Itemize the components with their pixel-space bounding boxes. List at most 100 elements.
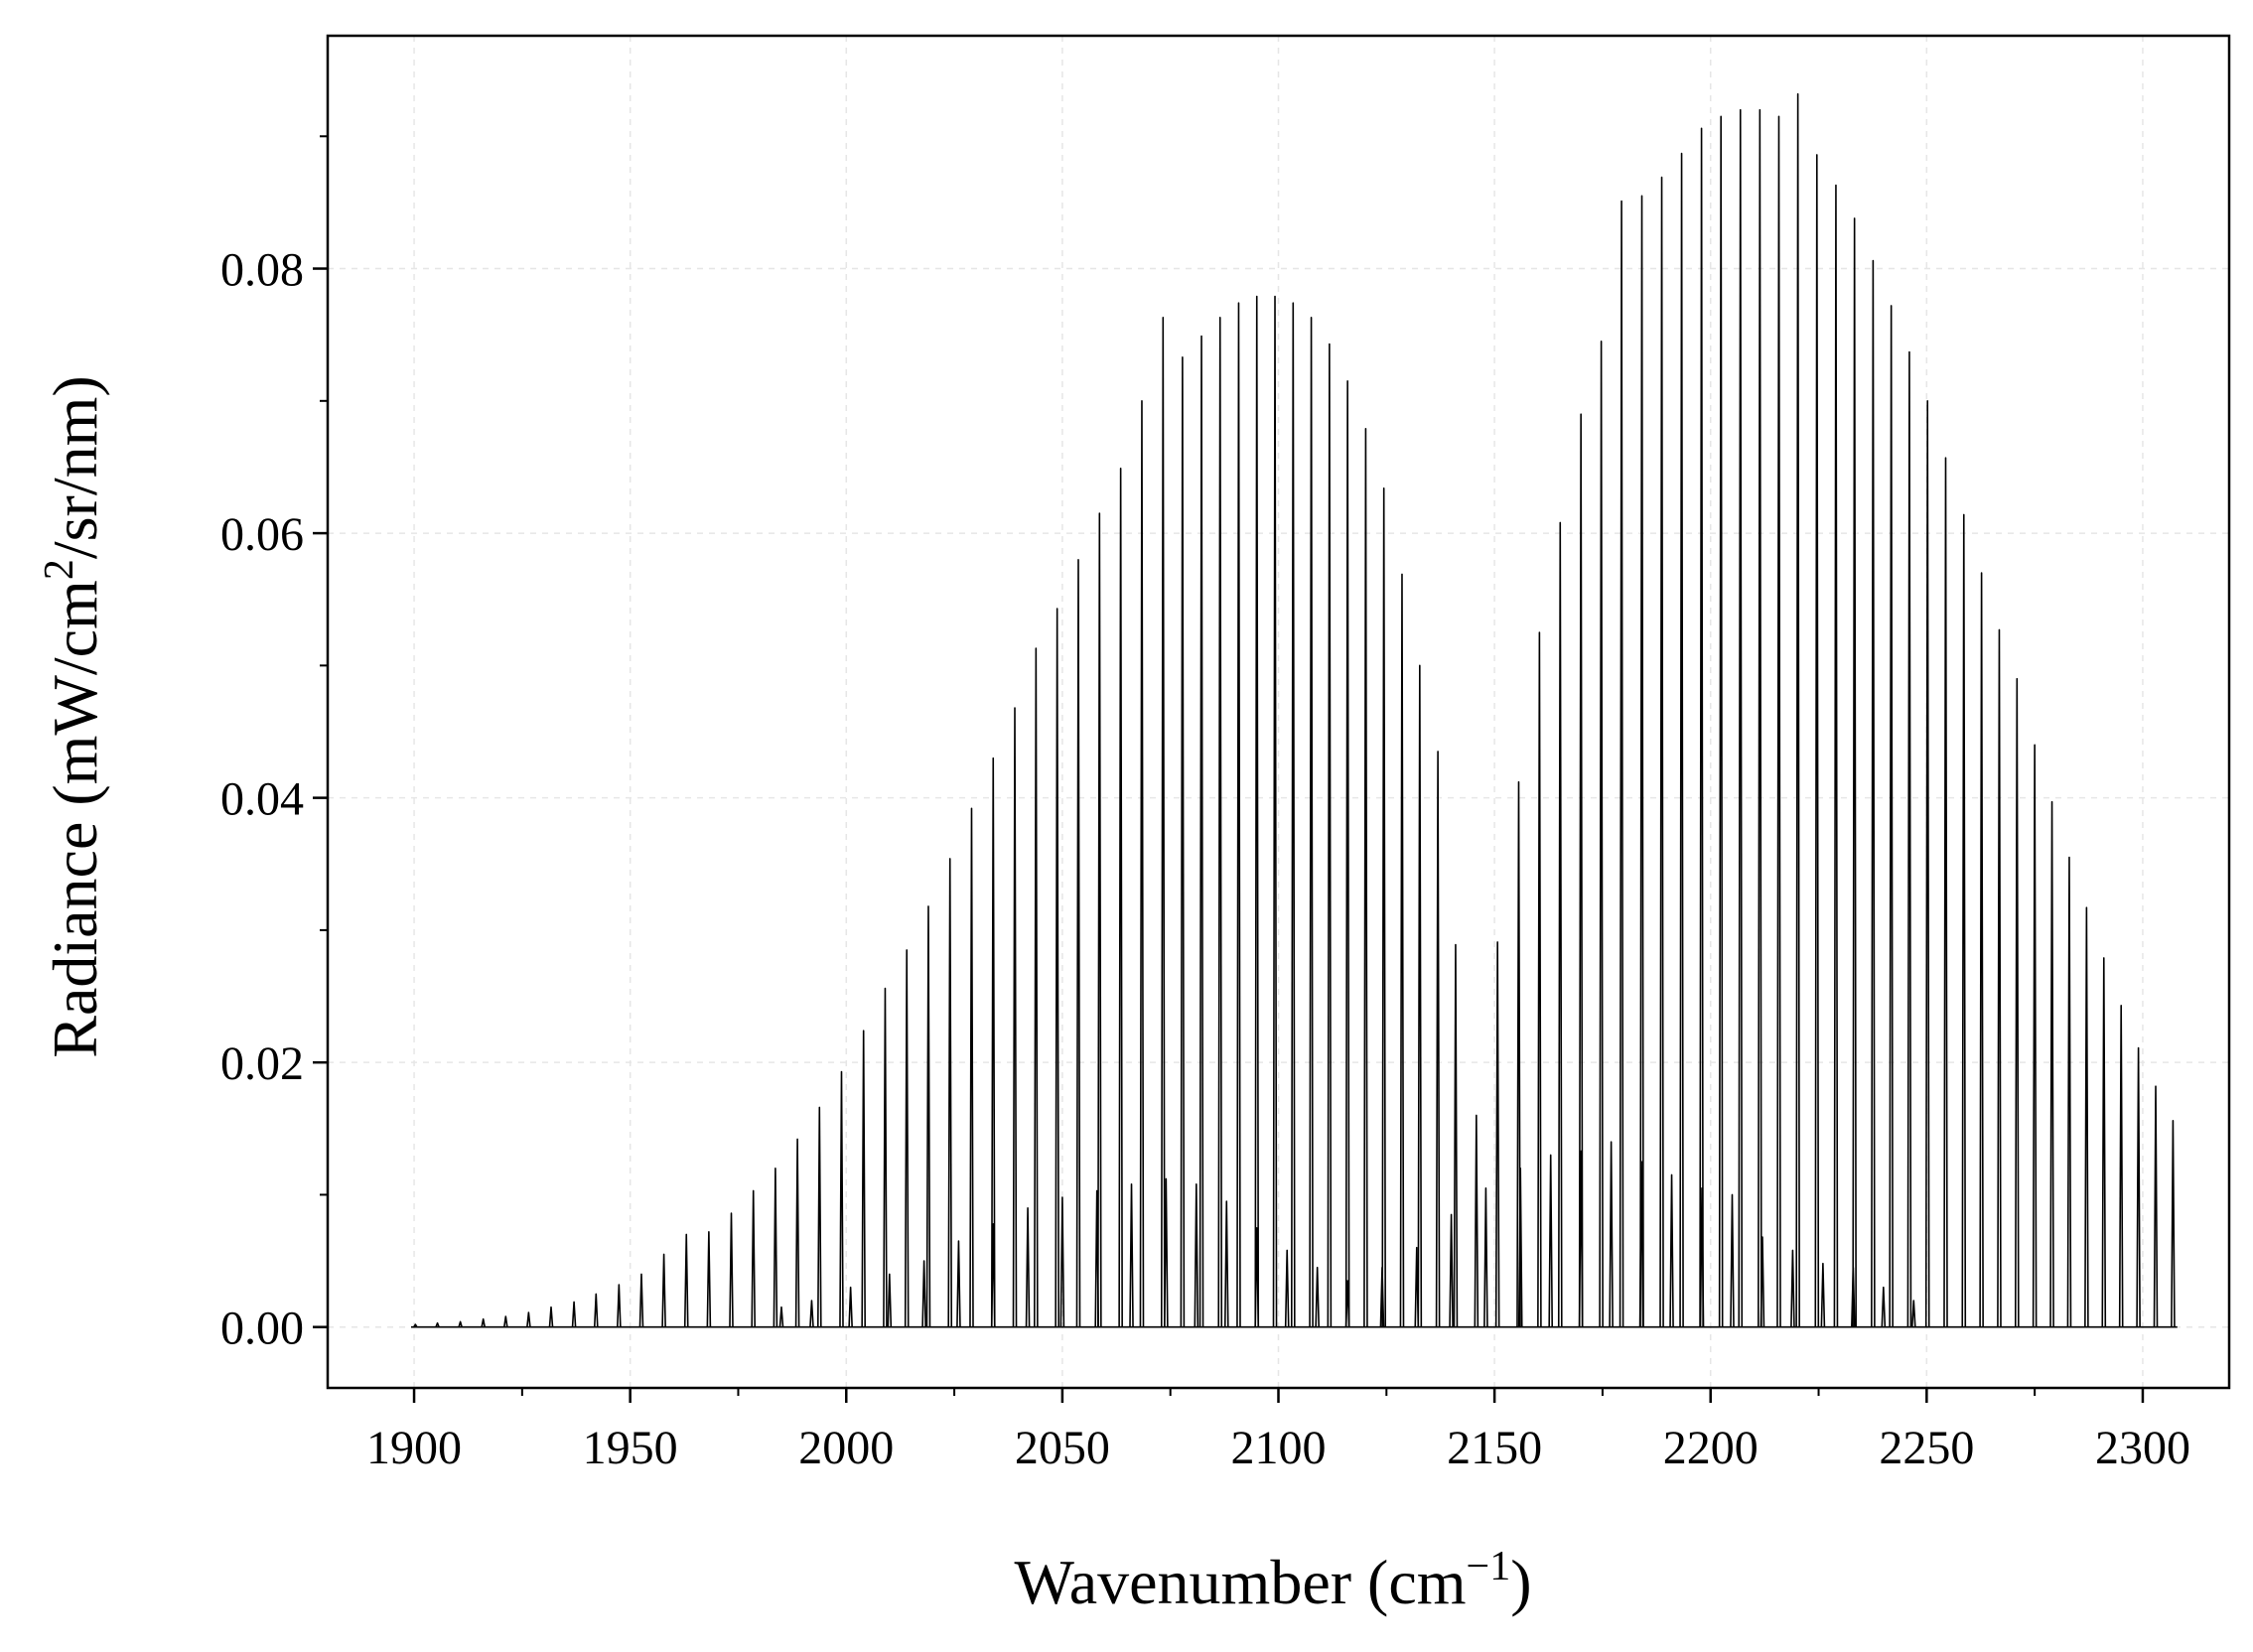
spectral-line (773, 1167, 778, 1327)
spectral-line (2153, 1085, 2159, 1327)
spectral-line (1760, 1236, 1765, 1327)
spectral-line (1776, 115, 1781, 1327)
spectral-line (947, 858, 953, 1327)
spectral-line (1730, 1193, 1735, 1327)
spectral-line (1435, 751, 1441, 1327)
spectral-line (2101, 957, 2107, 1327)
spectral-line (458, 1320, 463, 1327)
series-weak-lines (778, 1141, 1916, 1327)
spectral-line (1059, 1196, 1065, 1327)
y-tick-label: 0.06 (220, 508, 304, 561)
spectral-line (1139, 400, 1145, 1327)
spectral-line (1537, 631, 1542, 1327)
spectral-line (1284, 1249, 1290, 1327)
spectral-line (1129, 1182, 1134, 1327)
spectral-line (1055, 608, 1059, 1327)
spectral-line (1758, 108, 1762, 1327)
spectral-line (990, 1222, 996, 1327)
spectral-line (1557, 521, 1563, 1327)
spectral-line (1889, 305, 1894, 1327)
spectral-line (2136, 1046, 2141, 1327)
y-tick-label: 0.04 (220, 773, 304, 826)
spectral-line (1669, 1173, 1674, 1327)
spectral-line (2084, 906, 2089, 1327)
spectral-line (548, 1306, 554, 1327)
spectral-line (921, 1260, 926, 1327)
spectral-line (729, 1212, 734, 1327)
spectral-line (661, 1253, 666, 1327)
spectral-line (1217, 317, 1223, 1327)
spectral-line (1034, 647, 1039, 1327)
spectral-line (638, 1273, 644, 1327)
spectral-line (1820, 1262, 1826, 1327)
spectral-line (794, 1138, 800, 1327)
spectral-line (1609, 1141, 1614, 1327)
spectral-line (1417, 664, 1423, 1327)
spectral-line (1474, 1114, 1479, 1327)
spectral-line (1414, 1246, 1420, 1327)
spectral-line (1638, 1161, 1644, 1327)
spectral-line (1483, 1186, 1488, 1327)
spectral-line (1399, 573, 1405, 1327)
spectral-line (861, 1030, 867, 1327)
spectral-line (1833, 184, 1839, 1327)
spectral-line (1790, 1249, 1795, 1327)
spectral-line (839, 1070, 844, 1327)
x-tick-label: 2150 (1447, 1422, 1542, 1474)
spectral-line (1381, 486, 1387, 1327)
spectral-line (1453, 943, 1459, 1327)
spectral-line (1012, 707, 1018, 1327)
spectral-line (925, 905, 931, 1327)
spectrum-series (410, 92, 2178, 1328)
spectral-line (2118, 1005, 2124, 1327)
spectral-line (1180, 356, 1186, 1327)
spectral-line (1344, 1280, 1350, 1327)
spectral-line (1164, 1177, 1169, 1327)
spectral-line (1327, 343, 1333, 1327)
x-tick-label: 2050 (1015, 1422, 1110, 1474)
spectral-line (481, 1317, 486, 1327)
spectral-line (1315, 1266, 1320, 1327)
spectral-line (1738, 108, 1744, 1327)
spectral-line (1699, 1186, 1705, 1327)
x-tick-label: 2250 (1879, 1422, 1974, 1474)
spectral-line (1096, 512, 1102, 1327)
x-tick-label: 2200 (1663, 1422, 1759, 1474)
spectral-line (1494, 941, 1500, 1327)
spectral-line (1025, 1206, 1031, 1327)
y-tick-label: 0.02 (220, 1037, 304, 1090)
spectral-line (990, 757, 996, 1327)
spectral-line (751, 1189, 757, 1327)
spectral-line (809, 1300, 814, 1327)
spectral-line (1548, 1154, 1554, 1327)
spectral-line (1309, 317, 1314, 1327)
spectral-line (413, 1323, 418, 1328)
spectral-line (1699, 127, 1704, 1327)
spectral-line (848, 1286, 853, 1327)
spectral-line (956, 1240, 961, 1327)
spectral-line (778, 1306, 784, 1327)
spectral-line (1851, 1266, 1856, 1327)
spectral-line (969, 807, 974, 1327)
spectral-line (887, 1273, 893, 1327)
spectral-line (2032, 744, 2038, 1327)
spectral-line (1075, 558, 1081, 1327)
spectral-line (1094, 1189, 1100, 1327)
spectral-line (617, 1284, 622, 1327)
spectral-line (526, 1311, 531, 1327)
spectral-line (435, 1321, 440, 1327)
spectral-line (1852, 217, 1857, 1327)
spectral-line (1814, 154, 1820, 1327)
spectral-line (1118, 467, 1123, 1327)
x-axis-title: Wavenumber (cm−1) (1014, 1544, 1531, 1617)
spectral-line (706, 1230, 712, 1327)
spectral-line (571, 1301, 577, 1327)
spectral-line (1961, 513, 1967, 1327)
spectral-line (2066, 856, 2072, 1327)
spectral-line (1223, 1200, 1229, 1327)
spectral-line (1449, 1213, 1454, 1327)
spectral-line (683, 1233, 689, 1327)
y-tick-label: 0.08 (220, 244, 304, 297)
y-axis: 0.00 0.02 0.04 0.06 0.08 (220, 135, 328, 1355)
